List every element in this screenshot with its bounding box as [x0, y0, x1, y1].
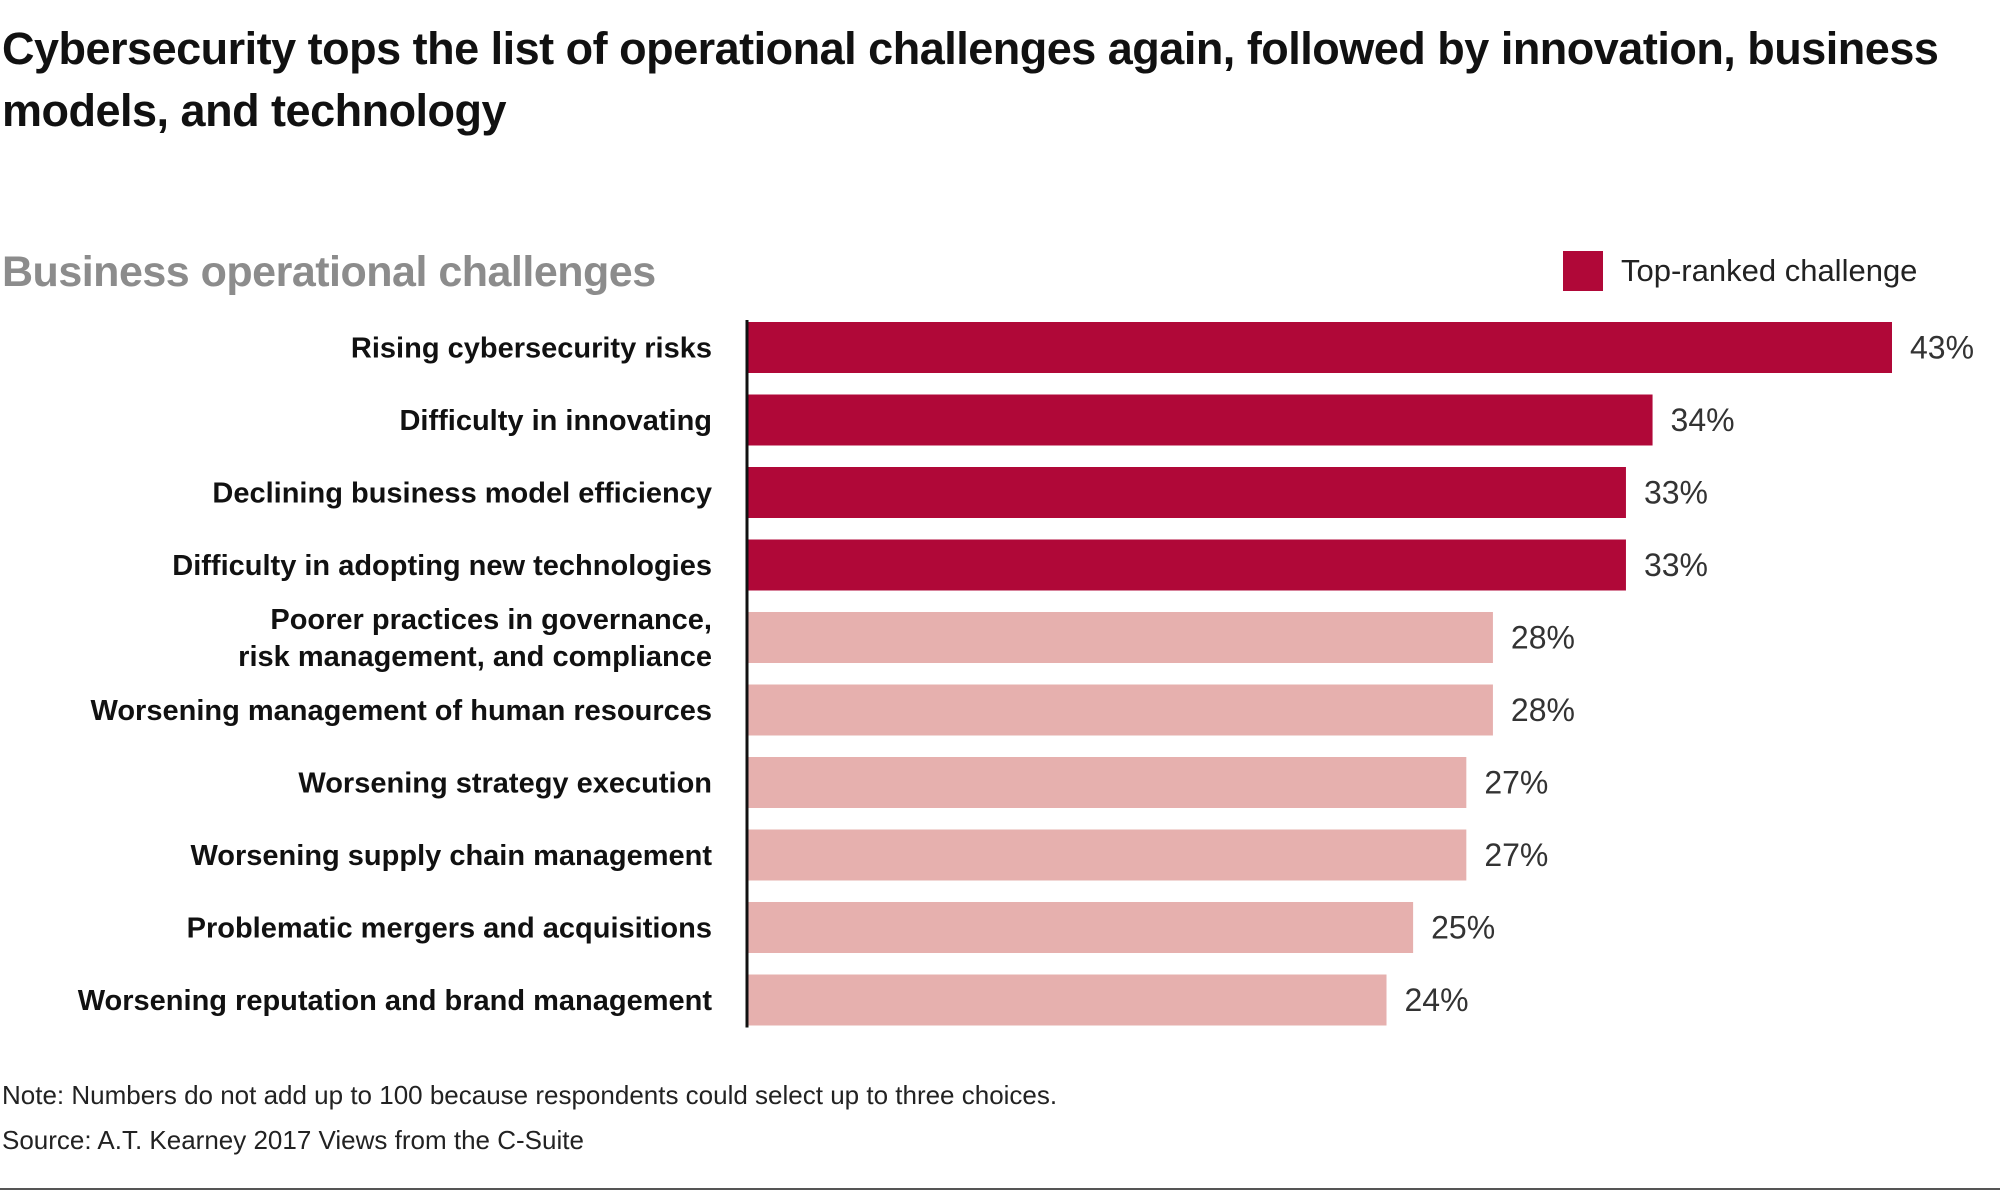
legend: Top-ranked challenge — [1563, 250, 1917, 292]
value-label-5: 28% — [1511, 620, 1575, 656]
bar-8 — [748, 829, 1467, 881]
category-label-5-line-1: Poorer practices in governance, — [270, 604, 712, 636]
value-label-10: 24% — [1405, 982, 1469, 1018]
value-label-2: 34% — [1671, 402, 1735, 438]
bar-2 — [748, 394, 1653, 446]
bar-10 — [748, 974, 1387, 1026]
bar-chart: 43% Rising cybersecurity risks 34% Difficul… — [78, 320, 1974, 1028]
category-label-6: Worsening management of human resources — [91, 695, 713, 727]
category-label-5-line-2: risk management, and compliance — [238, 641, 712, 673]
chart-title: Cybersecurity tops the list of operation… — [2, 23, 1939, 136]
category-label-7: Worsening strategy execution — [298, 768, 712, 800]
category-label-8: Worsening supply chain management — [190, 840, 712, 872]
bar-7 — [748, 757, 1467, 808]
bottom-rule — [0, 1188, 2000, 1190]
category-label-3: Declining business model efficiency — [212, 478, 712, 510]
bar-3 — [748, 467, 1626, 518]
category-label-1: Rising cybersecurity risks — [351, 333, 712, 365]
legend-swatch-top-ranked — [1563, 251, 1603, 291]
bar-6 — [748, 684, 1493, 736]
value-label-1: 43% — [1910, 330, 1974, 366]
chart-source: Source: A.T. Kearney 2017 Views from the… — [2, 1125, 584, 1155]
bar-9 — [748, 902, 1414, 953]
bar-1 — [748, 322, 1892, 373]
category-label-10: Worsening reputation and brand managemen… — [78, 985, 713, 1017]
legend-label: Top-ranked challenge — [1621, 253, 1918, 288]
value-label-9: 25% — [1431, 910, 1495, 946]
value-label-6: 28% — [1511, 692, 1575, 728]
value-label-8: 27% — [1484, 837, 1548, 873]
value-label-7: 27% — [1484, 765, 1548, 801]
chart-subtitle: Business operational challenges — [2, 248, 656, 296]
chart-note: Note: Numbers do not add up to 100 becau… — [2, 1080, 1058, 1110]
value-label-3: 33% — [1644, 475, 1708, 511]
category-label-4: Difficulty in adopting new technologies — [172, 550, 712, 582]
category-label-9: Problematic mergers and acquisitions — [187, 913, 712, 945]
category-label-2: Difficulty in innovating — [399, 405, 712, 437]
value-label-4: 33% — [1644, 547, 1708, 583]
bar-4 — [748, 539, 1626, 591]
bar-5 — [748, 612, 1493, 663]
